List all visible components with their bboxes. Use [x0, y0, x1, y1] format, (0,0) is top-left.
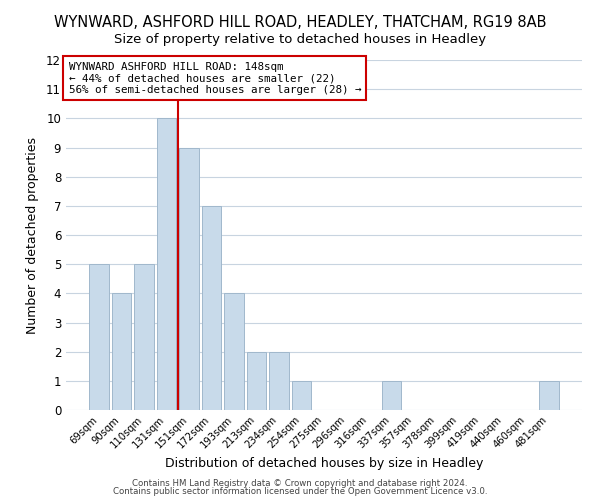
Text: WYNWARD ASHFORD HILL ROAD: 148sqm
← 44% of detached houses are smaller (22)
56% : WYNWARD ASHFORD HILL ROAD: 148sqm ← 44% … [68, 62, 361, 95]
Y-axis label: Number of detached properties: Number of detached properties [26, 136, 39, 334]
Bar [134, 264, 154, 410]
Bar [382, 381, 401, 410]
X-axis label: Distribution of detached houses by size in Headley: Distribution of detached houses by size … [165, 458, 483, 470]
Text: WYNWARD, ASHFORD HILL ROAD, HEADLEY, THATCHAM, RG19 8AB: WYNWARD, ASHFORD HILL ROAD, HEADLEY, THA… [54, 15, 546, 30]
Bar [539, 381, 559, 410]
Bar [157, 118, 176, 410]
Bar [247, 352, 266, 410]
Text: Contains public sector information licensed under the Open Government Licence v3: Contains public sector information licen… [113, 487, 487, 496]
Bar [224, 294, 244, 410]
Text: Contains HM Land Registry data © Crown copyright and database right 2024.: Contains HM Land Registry data © Crown c… [132, 478, 468, 488]
Bar [269, 352, 289, 410]
Text: Size of property relative to detached houses in Headley: Size of property relative to detached ho… [114, 32, 486, 46]
Bar [112, 294, 131, 410]
Bar [89, 264, 109, 410]
Bar [292, 381, 311, 410]
Bar [179, 148, 199, 410]
Bar [202, 206, 221, 410]
